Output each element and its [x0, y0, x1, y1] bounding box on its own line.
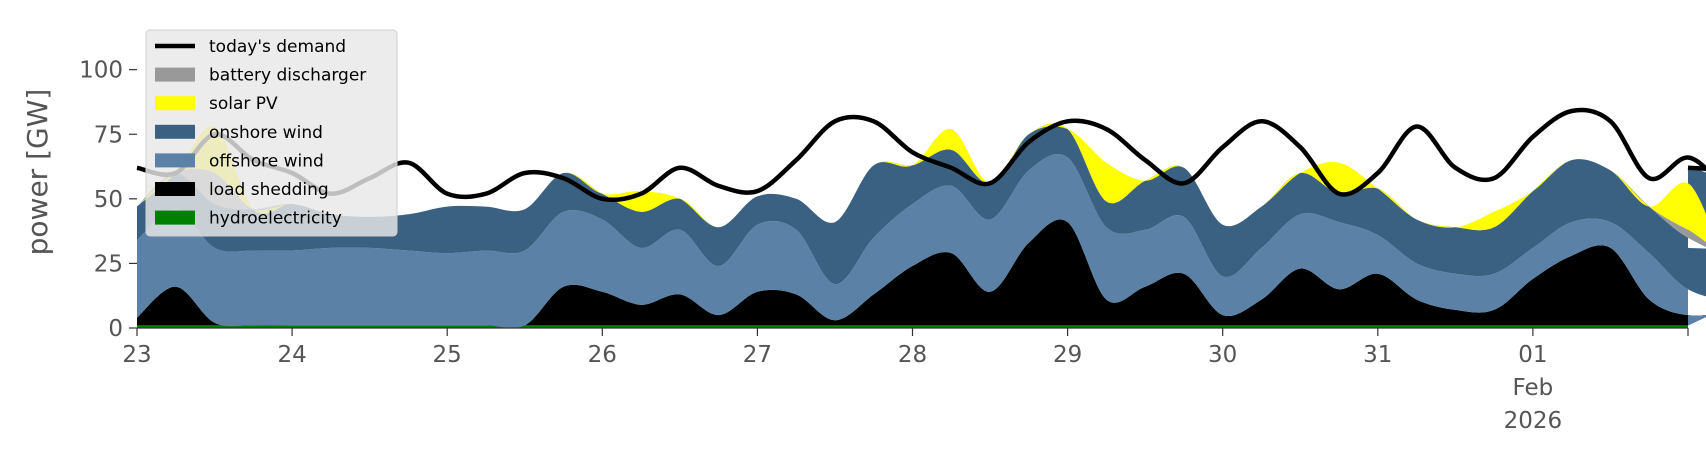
x-tick-label: 28	[898, 342, 927, 368]
legend-swatch	[155, 153, 195, 168]
legend-entry: hydroelectricity	[155, 209, 342, 229]
x-tick-label: 01	[1518, 342, 1547, 368]
y-ticks: 0 25 50 75 100	[79, 58, 137, 342]
legend-entry: today's demand	[155, 37, 346, 57]
y-axis-label: power [GW]	[21, 89, 54, 256]
x-tick-label: 31	[1363, 342, 1392, 368]
legend-entry: solar PV	[155, 94, 278, 114]
x-tick-label: 30	[1208, 342, 1237, 368]
legend-label: battery discharger	[209, 66, 366, 86]
legend-entry: offshore wind	[155, 151, 324, 171]
legend-label: hydroelectricity	[209, 209, 342, 229]
legend-swatch	[155, 124, 195, 139]
x-tick-label: 2026	[1504, 408, 1563, 434]
legend-entry: battery discharger	[155, 66, 366, 86]
x-tick-label: 24	[277, 342, 306, 368]
legend-label: solar PV	[209, 94, 278, 114]
legend-swatch	[155, 67, 195, 82]
x-tick-label: 23	[122, 342, 151, 368]
legend-label: today's demand	[209, 37, 346, 57]
legend-entry: load shedding	[155, 180, 329, 200]
x-ticks: 23 24 25 26 27 28 29 30 31 01 Feb 2026	[122, 328, 1689, 434]
y-tick-label: 25	[94, 251, 123, 277]
x-tick-label: 29	[1053, 342, 1082, 368]
legend-label: load shedding	[209, 180, 329, 200]
x-tick-label: 27	[743, 342, 772, 368]
area-offshore-wind	[137, 154, 1706, 329]
legend-label: offshore wind	[209, 151, 324, 171]
y-tick-label: 100	[79, 58, 123, 84]
legend-entries: today's demand battery discharger solar PV…	[155, 37, 366, 229]
legend-label: onshore wind	[209, 123, 323, 143]
line-todays-demand	[136, 107, 1706, 203]
legend-entry: onshore wind	[155, 123, 323, 143]
demand-line-group	[136, 107, 1706, 203]
legend-frame	[145, 29, 398, 237]
x-tick-label: 26	[588, 342, 617, 368]
area-load-shedding	[137, 219, 1706, 329]
y-tick-label: 50	[94, 187, 123, 213]
legend-swatch	[155, 182, 195, 196]
x-tick-label: 25	[433, 342, 462, 368]
axes: 0 25 50 75 100 23 24 25 26 27 28 29 30 31 01 Feb 2026 p…	[21, 58, 1689, 434]
y-tick-label: 75	[94, 122, 123, 148]
legend-swatch	[155, 210, 195, 225]
x-tick-label: Feb	[1513, 375, 1554, 401]
y-tick-label: 0	[108, 316, 123, 342]
area-hydroelectricity	[137, 325, 1706, 328]
legend-swatch	[155, 96, 195, 111]
legend: today's demand battery discharger solar PV…	[145, 29, 398, 237]
area-onshore-wind	[137, 123, 1706, 297]
stacked-areas	[137, 123, 1706, 329]
